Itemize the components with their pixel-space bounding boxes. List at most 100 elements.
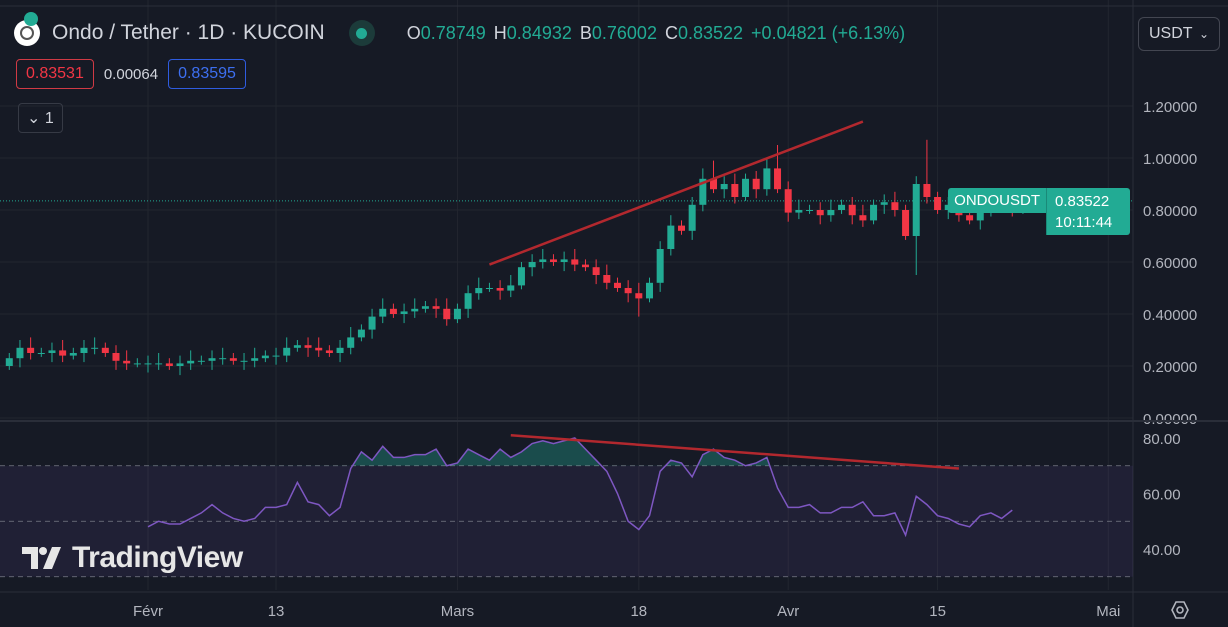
candle-body bbox=[347, 337, 355, 348]
candle-body bbox=[187, 360, 195, 364]
candle-body bbox=[293, 345, 301, 348]
candle-body bbox=[261, 355, 269, 359]
rsi-axis-label: 40.00 bbox=[1143, 542, 1181, 559]
sell-button[interactable]: 0.83531 bbox=[16, 59, 94, 89]
candle-body bbox=[389, 308, 397, 314]
candle-body bbox=[528, 262, 536, 268]
candle-body bbox=[464, 293, 472, 309]
candle-body bbox=[870, 204, 878, 221]
candle-body bbox=[421, 306, 429, 309]
candle-body bbox=[923, 184, 931, 197]
spread-value: 0.00064 bbox=[103, 65, 159, 83]
candle-body bbox=[592, 267, 600, 275]
price-axis-label: 0.60000 bbox=[1143, 255, 1197, 272]
ondo-logo-icon bbox=[14, 12, 40, 46]
candle-body bbox=[667, 225, 675, 249]
candle-body bbox=[635, 293, 643, 299]
candle-body bbox=[549, 259, 557, 262]
candle-body bbox=[848, 204, 856, 216]
time-axis-label: Févr bbox=[133, 603, 163, 620]
candle-body bbox=[400, 311, 408, 314]
candle-body bbox=[645, 282, 653, 299]
candle-body bbox=[155, 363, 163, 365]
candle-body bbox=[966, 215, 974, 221]
candle-body bbox=[69, 353, 77, 356]
candle-body bbox=[560, 259, 568, 262]
candle-body bbox=[507, 285, 515, 291]
candle-body bbox=[763, 168, 771, 190]
candle-body bbox=[976, 210, 984, 221]
candle-body bbox=[112, 353, 120, 361]
time-axis-label: 13 bbox=[268, 603, 285, 620]
candle-body bbox=[838, 204, 846, 210]
time-axis-label: 15 bbox=[929, 603, 946, 620]
settings-gear-icon[interactable] bbox=[1170, 600, 1190, 620]
candle-body bbox=[496, 288, 504, 291]
candle-body bbox=[219, 358, 227, 360]
candle-body bbox=[912, 184, 920, 236]
rsi-overbought-fill bbox=[148, 438, 1013, 466]
indicators-toggle-button[interactable]: ⌄ 1 bbox=[18, 103, 63, 133]
time-axis-label: Mars bbox=[441, 603, 474, 620]
candle-body bbox=[59, 350, 67, 356]
candle-body bbox=[272, 355, 280, 357]
candle-body bbox=[784, 189, 792, 213]
change-value: +0.04821 (+6.13%) bbox=[751, 22, 906, 43]
candle-body bbox=[315, 347, 323, 351]
candle-body bbox=[656, 249, 664, 283]
candle-body bbox=[603, 275, 611, 283]
market-status-icon[interactable] bbox=[348, 20, 375, 46]
candle-body bbox=[902, 210, 910, 236]
candle-body bbox=[710, 178, 718, 190]
candle-body bbox=[581, 264, 589, 268]
symbol-title[interactable]: Ondo / Tether · 1D · KUCOIN bbox=[52, 21, 325, 44]
candle-body bbox=[453, 308, 461, 320]
candle-body bbox=[240, 360, 248, 362]
candle-body bbox=[678, 225, 685, 231]
buy-button[interactable]: 0.83595 bbox=[168, 59, 246, 89]
symbol-header: Ondo / Tether · 1D · KUCOIN O0.78749 H0.… bbox=[14, 12, 906, 46]
candle-body bbox=[133, 363, 141, 365]
chevron-down-icon: ⌄ bbox=[1198, 27, 1209, 41]
candle-body bbox=[229, 358, 237, 361]
candle-body bbox=[806, 210, 814, 211]
candle-body bbox=[80, 347, 88, 353]
candle-body bbox=[742, 178, 750, 197]
candle-body bbox=[123, 360, 131, 364]
candle-body bbox=[27, 347, 35, 353]
candle-body bbox=[485, 288, 493, 289]
candle-body bbox=[411, 308, 419, 312]
candle-body bbox=[251, 358, 259, 361]
rsi-line bbox=[147, 437, 1013, 538]
candle-body bbox=[336, 347, 344, 353]
candle-body bbox=[624, 288, 632, 294]
bar-countdown: 10:11:44 bbox=[1055, 214, 1113, 231]
last-price-value: 0.83522 bbox=[1055, 193, 1110, 210]
currency-select[interactable]: USDT ⌄ bbox=[1138, 17, 1220, 51]
candle-body bbox=[613, 282, 621, 288]
candle-body bbox=[731, 184, 739, 197]
candle-body bbox=[859, 215, 867, 221]
candle-body bbox=[37, 353, 45, 354]
price-axis-label: 0.00000 bbox=[1143, 411, 1197, 428]
time-axis-label: 18 bbox=[630, 603, 647, 620]
candle-body bbox=[880, 202, 888, 205]
candle-body bbox=[16, 347, 24, 359]
candle-body bbox=[475, 288, 483, 294]
candle-body bbox=[720, 184, 728, 190]
rsi-trendline bbox=[510, 433, 960, 470]
candle-body bbox=[571, 259, 579, 265]
candle-body bbox=[752, 178, 760, 190]
candle-body bbox=[165, 363, 173, 366]
last-price-marker: ONDOUSDT 0.83522 10:11:44 bbox=[948, 188, 1130, 235]
last-price-tag: 0.83522 10:11:44 bbox=[1046, 188, 1130, 235]
candle-body bbox=[934, 197, 942, 210]
candle-body bbox=[144, 363, 152, 365]
tradingview-logo[interactable]: TradingView bbox=[22, 541, 243, 575]
candle-body bbox=[48, 350, 56, 353]
candle-body bbox=[774, 168, 782, 190]
time-axis-label: Mai bbox=[1096, 603, 1120, 620]
candle-body bbox=[197, 360, 205, 362]
candle-body bbox=[283, 347, 291, 356]
